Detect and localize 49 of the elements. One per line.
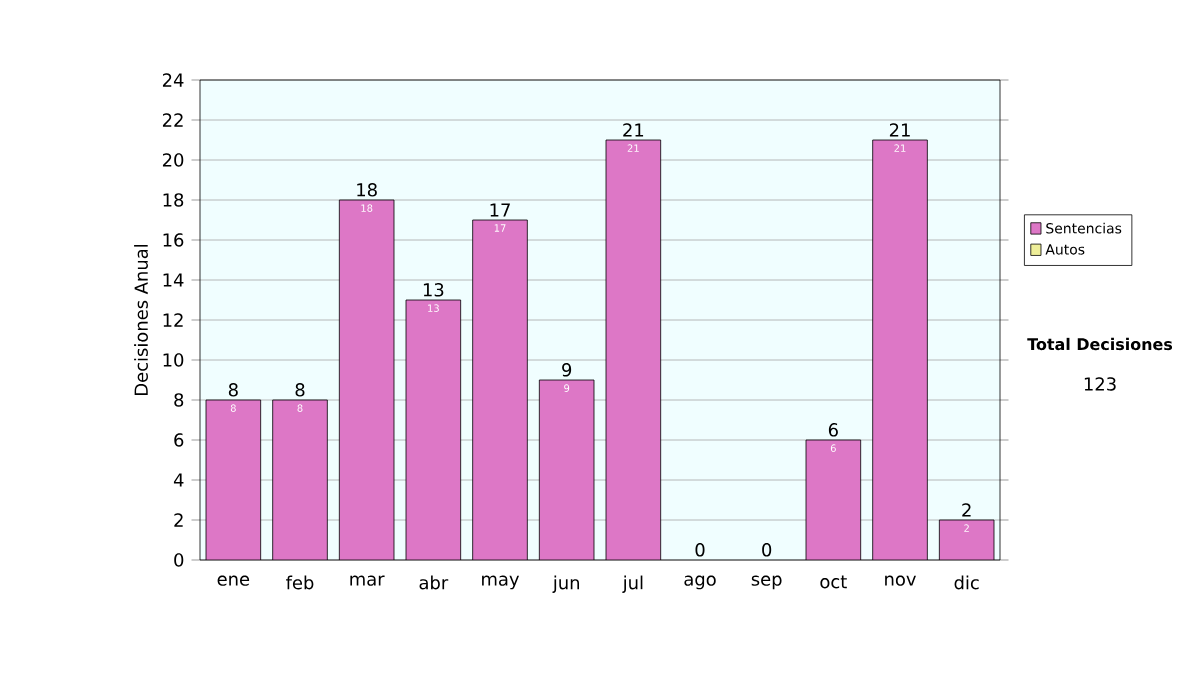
bar — [806, 440, 861, 560]
y-tick-label: 16 — [163, 233, 184, 247]
bar — [205, 399, 262, 560]
total-label: 21 — [889, 123, 910, 137]
x-tick-label: nov — [885, 575, 916, 586]
y-tick-label: 18 — [163, 193, 184, 207]
total-label: 0 — [695, 543, 705, 557]
total-label: 8 — [295, 383, 305, 397]
x-tick-label: mar — [350, 575, 385, 586]
x-tick-label: may — [482, 575, 520, 590]
x-tick-label: ene — [217, 575, 250, 586]
bar — [605, 139, 662, 560]
bar — [272, 399, 328, 560]
x-tick-label: ago — [684, 575, 716, 590]
y-tick-label: 6 — [174, 433, 184, 447]
bar — [405, 299, 462, 560]
total-label: 9 — [562, 363, 572, 377]
y-tick-label: 22 — [162, 113, 183, 127]
y-tick-label: 4 — [173, 473, 184, 487]
total-label: 2 — [962, 503, 971, 517]
y-tick-label: 10 — [163, 353, 184, 367]
total-label: 6 — [828, 423, 838, 437]
y-tick-label: 8 — [174, 393, 184, 407]
total-label: 8 — [228, 383, 238, 397]
total-label: 17 — [490, 203, 510, 217]
y-tick-label: 12 — [163, 313, 183, 327]
bar — [938, 519, 995, 560]
total-label: 21 — [623, 123, 644, 137]
x-tick-label: dic — [954, 575, 979, 590]
y-axis-title: Decisiones Anual — [134, 244, 148, 395]
bar — [538, 379, 595, 560]
x-tick-label: oct — [820, 575, 847, 589]
bar — [872, 140, 928, 560]
bar — [472, 219, 528, 560]
total-label: 0 — [762, 543, 772, 557]
bar — [338, 199, 395, 560]
y-tick-label: 2 — [174, 513, 183, 527]
total-label: 18 — [357, 183, 377, 197]
y-tick-label: 0 — [174, 553, 184, 567]
x-tick-label: sep — [751, 575, 782, 590]
x-tick-label: abr — [419, 575, 449, 590]
x-tick-label: jul — [622, 575, 643, 593]
text: 123 — [1084, 377, 1116, 391]
x-tick-label: feb — [286, 575, 314, 590]
y-tick-label: 24 — [162, 73, 184, 87]
total-label: 13 — [423, 283, 444, 297]
x-tick-label: jun — [552, 575, 580, 593]
y-tick-label: 20 — [162, 153, 184, 167]
y-tick-label: 14 — [163, 273, 184, 287]
